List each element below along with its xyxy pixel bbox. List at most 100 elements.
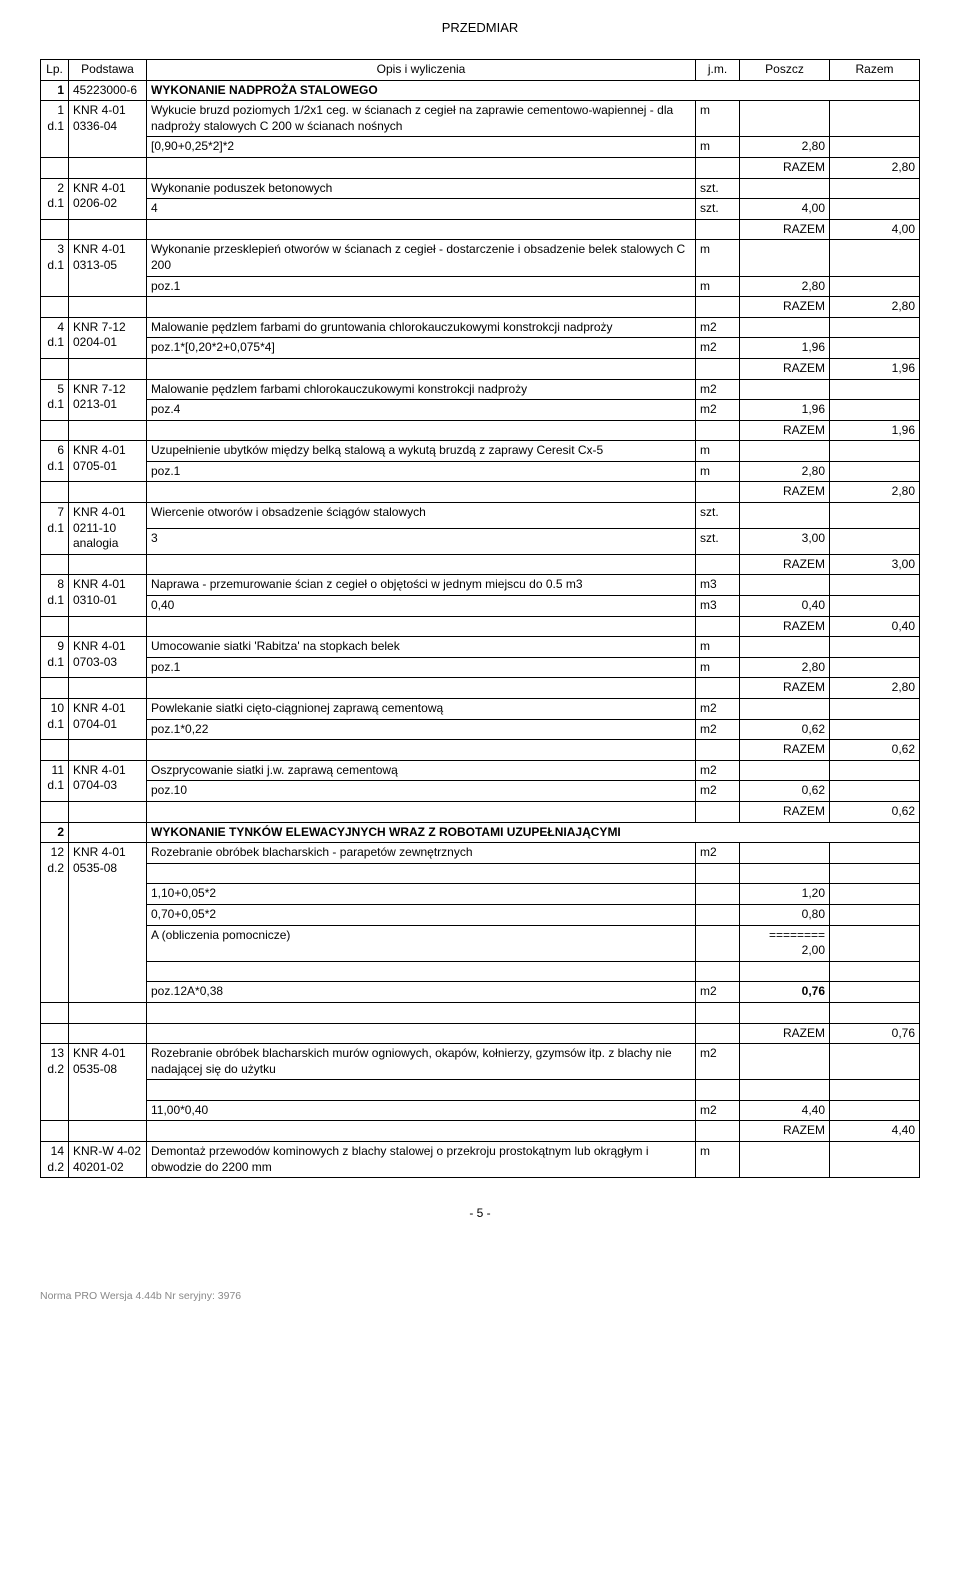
item-row: 14d.2 KNR-W 4-02 40201-02 Demontaż przew… (41, 1142, 920, 1178)
cell-calc-val: 2,80 (740, 137, 830, 158)
cell-calc-val: 1,96 (740, 400, 830, 421)
cell-calc: 3 (147, 528, 696, 554)
cell-jm: m2 (696, 760, 740, 781)
cell-calc: A (obliczenia pomocnicze) (147, 925, 696, 961)
cell-lp: 3d.1 (41, 240, 69, 297)
cell-opis: Oszprycowanie siatki j.w. zaprawą cement… (147, 760, 696, 781)
cell-calc-jm: m (696, 461, 740, 482)
cell-calc-val: 0,40 (740, 596, 830, 617)
cell-jm: m2 (696, 379, 740, 400)
page-number: - 5 - (40, 1206, 920, 1220)
table-header-row: Lp. Podstawa Opis i wyliczenia j.m. Posz… (41, 60, 920, 81)
cell-calc-val: 1,20 (740, 884, 830, 905)
razem-label: RAZEM (740, 1121, 830, 1142)
calc-row: poz.1 m 2,80 (41, 461, 920, 482)
calc-row: 0,70+0,05*2 0,80 (41, 904, 920, 925)
th-lp: Lp. (41, 60, 69, 81)
cell-opis: Demontaż przewodów kominowych z blachy s… (147, 1142, 696, 1178)
cell-jm: m2 (696, 843, 740, 864)
razem-row: RAZEM 1,96 (41, 420, 920, 441)
calc-row: 11,00*0,40 m2 4,40 (41, 1100, 920, 1121)
cell-calc-jm: m (696, 276, 740, 297)
cell-jm: m (696, 1142, 740, 1178)
cell-lp: 10d.1 (41, 699, 69, 740)
cell-calc-val: 0,62 (740, 781, 830, 802)
cell-jm: m3 (696, 575, 740, 596)
calc-row: poz.1*0,22 m2 0,62 (41, 719, 920, 740)
razem-row: RAZEM 2,80 (41, 157, 920, 178)
razem-label: RAZEM (740, 157, 830, 178)
section-code-empty (69, 822, 147, 843)
razem-label: RAZEM (740, 297, 830, 318)
cell-lp: 1d.1 (41, 101, 69, 158)
cell-calc-jm: m2 (696, 338, 740, 359)
cell-opis: Wiercenie otworów i obsadzenie ściągów s… (147, 503, 696, 529)
razem-label: RAZEM (740, 616, 830, 637)
cell-calc: poz.1 (147, 657, 696, 678)
cell-lp: 8d.1 (41, 575, 69, 616)
cell-lp: 6d.1 (41, 441, 69, 482)
cell-calc: poz.1*0,22 (147, 719, 696, 740)
cell-jm: szt. (696, 178, 740, 199)
cell-calc-val: 2,80 (740, 461, 830, 482)
calc-row: 0,40 m3 0,40 (41, 596, 920, 617)
cell-lp: 12d.2 (41, 843, 69, 1003)
cell-opis: Wykonanie poduszek betonowych (147, 178, 696, 199)
razem-row: RAZEM 4,40 (41, 1121, 920, 1142)
spacer-row (41, 1002, 920, 1023)
spacer-row (41, 863, 920, 884)
cell-calc-val: 0,62 (740, 719, 830, 740)
cell-calc: 0,40 (147, 596, 696, 617)
cell-calc-jm: m (696, 137, 740, 158)
item-row: 7d.1 KNR 4-01 0211-10 analogia Wiercenie… (41, 503, 920, 529)
cell-podstawa: KNR 4-01 0705-01 (69, 441, 147, 482)
calc-row: poz.1*[0,20*2+0,075*4] m2 1,96 (41, 338, 920, 359)
th-opis: Opis i wyliczenia (147, 60, 696, 81)
cell-podstawa: KNR 4-01 0703-03 (69, 637, 147, 678)
cell-jm: m2 (696, 699, 740, 720)
razem-val: 4,40 (830, 1121, 920, 1142)
cell-calc-val: 2,80 (740, 657, 830, 678)
calc-row: 4 szt. 4,00 (41, 199, 920, 220)
section-number: 1 (41, 80, 69, 101)
razem-label: RAZEM (740, 678, 830, 699)
cell-calc-jm: m2 (696, 781, 740, 802)
razem-val: 0,40 (830, 616, 920, 637)
razem-row: RAZEM 1,96 (41, 358, 920, 379)
cell-calc-val: 3,00 (740, 528, 830, 554)
section-title: WYKONANIE NADPROŻA STALOWEGO (147, 80, 920, 101)
calc-row: 3 szt. 3,00 (41, 528, 920, 554)
cell-podstawa: KNR 4-01 0310-01 (69, 575, 147, 616)
calc-row: 1,10+0,05*2 1,20 (41, 884, 920, 905)
cell-calc-jm: m2 (696, 400, 740, 421)
razem-label: RAZEM (740, 554, 830, 575)
razem-val: 4,00 (830, 219, 920, 240)
cell-podstawa: KNR 7-12 0204-01 (69, 317, 147, 358)
cell-opis: Rozebranie obróbek blacharskich - parape… (147, 843, 696, 864)
item-row: 11d.1 KNR 4-01 0704-03 Oszprycowanie sia… (41, 760, 920, 781)
cell-empty (830, 137, 920, 158)
razem-row: RAZEM 0,76 (41, 1023, 920, 1044)
calc-row: A (obliczenia pomocnicze) ========2,00 (41, 925, 920, 961)
razem-val: 2,80 (830, 297, 920, 318)
th-poszcz: Poszcz (740, 60, 830, 81)
section-title: WYKONANIE TYNKÓW ELEWACYJNYCH WRAZ Z ROB… (147, 822, 920, 843)
section-row: 1 45223000-6 WYKONANIE NADPROŻA STALOWEG… (41, 80, 920, 101)
calc-row: poz.4 m2 1,96 (41, 400, 920, 421)
razem-label: RAZEM (740, 801, 830, 822)
cell-calc-jm: szt. (696, 199, 740, 220)
cell-jm: m (696, 101, 740, 137)
cell-jm: m2 (696, 317, 740, 338)
spacer-row (41, 961, 920, 982)
razem-row: RAZEM 2,80 (41, 482, 920, 503)
th-podstawa: Podstawa (69, 60, 147, 81)
cell-calc: poz.4 (147, 400, 696, 421)
razem-val: 0,76 (830, 1023, 920, 1044)
section-number: 2 (41, 822, 69, 843)
cell-podstawa: KNR 4-01 0535-08 (69, 843, 147, 1003)
razem-label: RAZEM (740, 420, 830, 441)
cell-jm: m (696, 441, 740, 462)
razem-row: RAZEM 3,00 (41, 554, 920, 575)
cell-jm: szt. (696, 503, 740, 529)
section-code: 45223000-6 (69, 80, 147, 101)
